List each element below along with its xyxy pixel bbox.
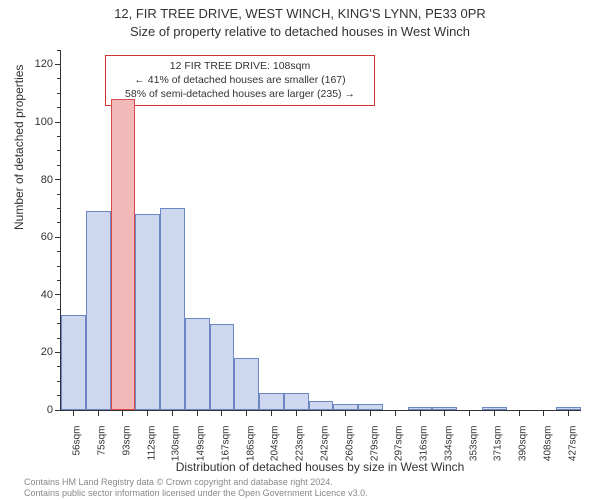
x-tick-label: 334sqm xyxy=(443,426,454,462)
y-tick-minor xyxy=(57,50,61,51)
y-tick-label: 100 xyxy=(35,116,53,128)
bar xyxy=(135,214,160,410)
x-tick xyxy=(122,410,123,416)
x-tick-label: 297sqm xyxy=(394,426,405,462)
y-tick-minor xyxy=(57,136,61,137)
x-tick-label: 56sqm xyxy=(72,426,83,456)
y-tick xyxy=(55,64,61,65)
x-tick xyxy=(246,410,247,416)
bar xyxy=(309,401,334,410)
y-tick-label: 60 xyxy=(41,231,53,243)
x-tick xyxy=(469,410,470,416)
y-tick-label: 80 xyxy=(41,174,53,186)
y-tick-minor xyxy=(57,78,61,79)
x-tick-label: 390sqm xyxy=(518,426,529,462)
x-tick-label: 130sqm xyxy=(171,426,182,462)
annotation-line: ← 41% of detached houses are smaller (16… xyxy=(112,73,368,87)
plot-area: 12 FIR TREE DRIVE: 108sqm ← 41% of detac… xyxy=(60,50,581,411)
y-tick xyxy=(55,122,61,123)
bar xyxy=(259,393,284,410)
y-tick-label: 40 xyxy=(41,289,53,301)
x-tick-label: 260sqm xyxy=(344,426,355,462)
y-tick-minor xyxy=(57,93,61,94)
x-tick-label: 204sqm xyxy=(270,426,281,462)
x-tick-label: 427sqm xyxy=(567,426,578,462)
x-tick-label: 93sqm xyxy=(121,426,132,456)
x-tick xyxy=(271,410,272,416)
footer-line: Contains HM Land Registry data © Crown c… xyxy=(24,477,368,487)
y-tick xyxy=(55,179,61,180)
x-tick xyxy=(420,410,421,416)
chart-title-line2: Size of property relative to detached ho… xyxy=(0,24,600,39)
footer-attribution: Contains HM Land Registry data © Crown c… xyxy=(24,477,368,498)
chart-title-line1: 12, FIR TREE DRIVE, WEST WINCH, KING'S L… xyxy=(0,6,600,21)
y-tick-minor xyxy=(57,280,61,281)
y-tick-minor xyxy=(57,194,61,195)
x-tick-label: 167sqm xyxy=(220,426,231,462)
annotation-line: 12 FIR TREE DRIVE: 108sqm xyxy=(112,59,368,73)
x-tick xyxy=(321,410,322,416)
bar xyxy=(160,208,185,410)
bar xyxy=(61,315,86,410)
x-tick-label: 112sqm xyxy=(146,426,157,461)
y-tick-minor xyxy=(57,150,61,151)
y-tick-label: 0 xyxy=(47,404,53,416)
y-tick-minor xyxy=(57,107,61,108)
y-tick xyxy=(55,294,61,295)
x-tick xyxy=(172,410,173,416)
x-axis-title: Distribution of detached houses by size … xyxy=(60,460,580,474)
annotation-box: 12 FIR TREE DRIVE: 108sqm ← 41% of detac… xyxy=(105,55,375,106)
x-tick-label: 75sqm xyxy=(97,426,108,456)
x-tick-label: 371sqm xyxy=(493,426,504,462)
y-tick-minor xyxy=(57,251,61,252)
x-tick xyxy=(494,410,495,416)
x-tick xyxy=(296,410,297,416)
bar xyxy=(234,358,259,410)
y-tick-minor xyxy=(57,266,61,267)
bar xyxy=(210,324,235,410)
bar xyxy=(284,393,309,410)
x-tick xyxy=(197,410,198,416)
x-tick xyxy=(221,410,222,416)
y-axis-title: Number of detached properties xyxy=(12,65,26,230)
x-tick xyxy=(98,410,99,416)
footer-line: Contains public sector information licen… xyxy=(24,488,368,498)
x-tick-label: 279sqm xyxy=(369,426,380,462)
x-tick-label: 186sqm xyxy=(245,426,256,462)
x-tick xyxy=(147,410,148,416)
x-tick xyxy=(543,410,544,416)
x-tick-label: 316sqm xyxy=(419,426,430,462)
x-tick-label: 353sqm xyxy=(468,426,479,462)
y-tick-minor xyxy=(57,208,61,209)
bar xyxy=(185,318,210,410)
bar xyxy=(86,211,111,410)
x-tick xyxy=(444,410,445,416)
x-tick xyxy=(73,410,74,416)
x-tick-label: 242sqm xyxy=(320,426,331,462)
x-tick-label: 223sqm xyxy=(295,426,306,462)
x-tick xyxy=(568,410,569,416)
x-tick xyxy=(395,410,396,416)
y-tick-label: 20 xyxy=(41,346,53,358)
x-tick xyxy=(519,410,520,416)
bar-highlight xyxy=(111,99,136,410)
y-tick-label: 120 xyxy=(35,58,53,70)
chart-container: 12, FIR TREE DRIVE, WEST WINCH, KING'S L… xyxy=(0,0,600,500)
y-tick-minor xyxy=(57,165,61,166)
y-tick xyxy=(55,237,61,238)
x-tick-label: 408sqm xyxy=(542,426,553,462)
y-tick-minor xyxy=(57,309,61,310)
annotation-line: 58% of semi-detached houses are larger (… xyxy=(112,87,368,101)
y-tick-minor xyxy=(57,222,61,223)
x-tick xyxy=(345,410,346,416)
x-tick xyxy=(370,410,371,416)
x-tick-label: 149sqm xyxy=(196,426,207,462)
